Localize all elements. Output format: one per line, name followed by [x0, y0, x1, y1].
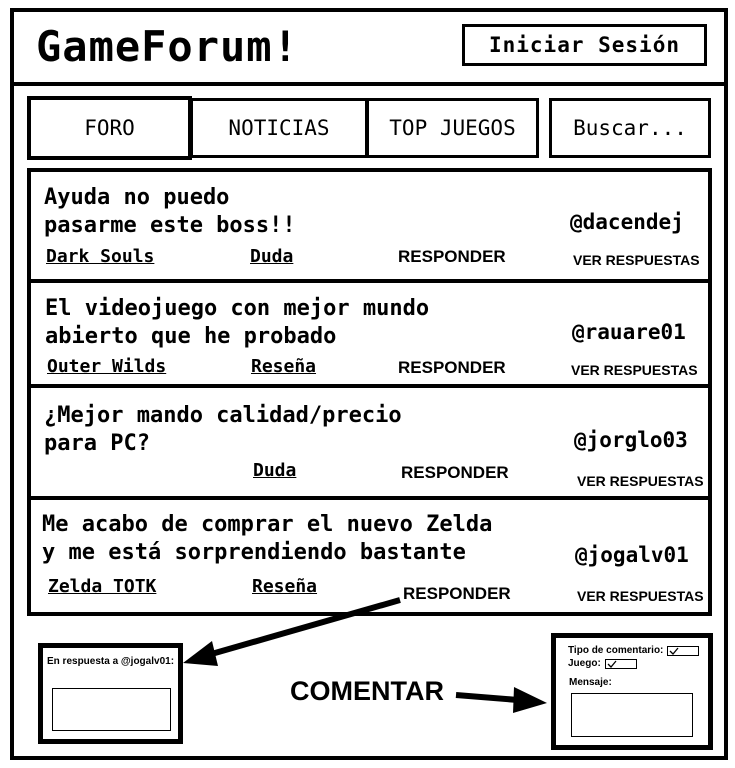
header-divider [10, 82, 728, 86]
view-replies-button[interactable]: VER RESPUESTAS [571, 362, 698, 378]
post-divider [27, 496, 712, 500]
post-author[interactable]: @jorglo03 [574, 428, 688, 452]
post-category-link[interactable]: Reseña [252, 576, 318, 597]
post-author[interactable]: @dacendej [570, 210, 684, 234]
post-author[interactable]: @rauare01 [572, 320, 686, 344]
view-replies-button[interactable]: VER RESPUESTAS [577, 473, 704, 489]
comment-button[interactable]: COMENTAR [290, 676, 444, 706]
tab-top-juegos[interactable]: TOP JUEGOS [366, 98, 539, 158]
checkmark-icon [669, 647, 679, 655]
search-input[interactable]: Buscar... [549, 98, 711, 158]
comment-panel [551, 633, 713, 750]
post-category-link[interactable]: Reseña [251, 356, 317, 377]
reply-text-field[interactable] [52, 688, 171, 731]
reply-button[interactable]: RESPONDER [398, 358, 506, 377]
view-replies-button[interactable]: VER RESPUESTAS [573, 252, 700, 268]
post-author[interactable]: @jogalv01 [575, 543, 689, 567]
post-game-link[interactable]: Dark Souls [46, 246, 155, 267]
post-divider [27, 279, 712, 283]
checkmark-icon [607, 660, 617, 668]
post-title[interactable]: El videojuego con mejor mundo abierto qu… [45, 296, 430, 349]
tab-foro[interactable]: FORO [27, 96, 192, 160]
reply-button[interactable]: RESPONDER [403, 584, 511, 603]
post-list [27, 168, 712, 616]
message-label: Mensaje: [569, 677, 612, 688]
tab-noticias[interactable]: NOTICIAS [190, 98, 368, 158]
comment-type-label: Tipo de comentario: [568, 645, 664, 656]
view-replies-button[interactable]: VER RESPUESTAS [577, 588, 704, 604]
post-divider [27, 384, 712, 388]
reply-button[interactable]: RESPONDER [398, 247, 506, 266]
message-text-field[interactable] [571, 693, 693, 737]
login-button[interactable]: Iniciar Sesión [462, 24, 707, 66]
post-category-link[interactable]: Duda [250, 246, 294, 267]
post-title[interactable]: Ayuda no puedo pasarme este boss!! [44, 185, 296, 238]
reply-target-label: En respuesta a @jogalv01: [47, 656, 175, 667]
post-title[interactable]: ¿Mejor mando calidad/precio para PC? [44, 403, 402, 456]
post-category-link[interactable]: Duda [253, 460, 297, 481]
post-game-link[interactable]: Outer Wilds [47, 356, 167, 377]
comment-type-select[interactable] [667, 646, 699, 656]
post-title[interactable]: Me acabo de comprar el nuevo Zelda y me … [42, 512, 493, 565]
game-select[interactable] [605, 659, 637, 669]
site-title: GameForum! [36, 22, 299, 71]
post-game-link[interactable]: Zelda TOTK [48, 576, 157, 597]
reply-button[interactable]: RESPONDER [401, 463, 509, 482]
game-label: Juego: [568, 658, 601, 669]
